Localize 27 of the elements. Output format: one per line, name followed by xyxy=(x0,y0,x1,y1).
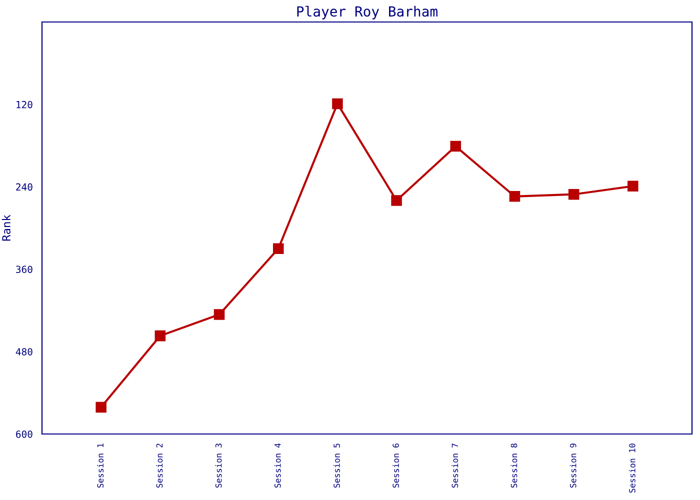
x-tick-label: Session 5 xyxy=(333,444,340,488)
x-tick-label: Session 9 xyxy=(570,444,576,488)
point xyxy=(214,309,225,320)
x-tick-label: Session 7 xyxy=(452,444,458,488)
point xyxy=(154,330,166,342)
point xyxy=(450,140,462,152)
point xyxy=(96,402,106,413)
x-tick-label: Session 10 xyxy=(628,444,636,493)
x-tick-label: Session 3 xyxy=(215,444,222,488)
y-tick-label: 120 xyxy=(16,100,32,108)
y-axis-title: Rank xyxy=(2,214,10,241)
point xyxy=(568,188,580,200)
y-tick-label: 600 xyxy=(16,430,32,438)
point xyxy=(272,243,284,254)
y-tick-label: 480 xyxy=(16,348,32,356)
point xyxy=(391,195,402,206)
y-tick-label: 240 xyxy=(16,183,32,191)
y-tick-label: 360 xyxy=(16,266,32,274)
point xyxy=(628,180,638,192)
x-tick-label: Session 2 xyxy=(156,444,163,488)
x-tick-label: Session 1 xyxy=(97,444,104,488)
x-tick-label: Session 4 xyxy=(274,443,281,488)
point xyxy=(509,191,520,202)
x-tick-label: Session 8 xyxy=(510,444,518,488)
point xyxy=(332,98,343,110)
x-tick-label: Session 6 xyxy=(392,444,399,488)
chart-title: Player Roy Barham xyxy=(297,6,438,20)
